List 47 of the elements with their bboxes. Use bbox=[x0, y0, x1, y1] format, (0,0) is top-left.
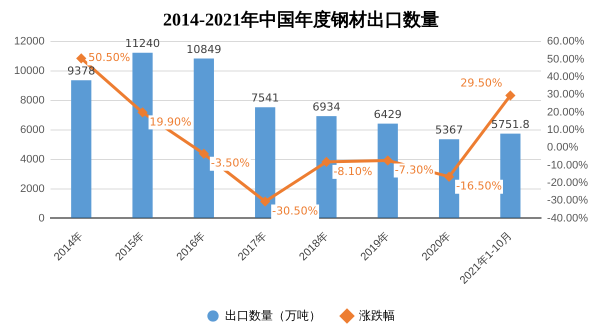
data-label: 9378 bbox=[67, 64, 96, 78]
data-label: 5751.8 bbox=[491, 118, 530, 131]
data-label: 50.50% bbox=[88, 51, 130, 64]
y2-tick-label: 30.00% bbox=[547, 88, 585, 101]
y2-tick-label: 20.00% bbox=[547, 106, 585, 118]
bar bbox=[71, 80, 92, 218]
y-tick-label: 8000 bbox=[20, 94, 45, 107]
y2-tick-label: 40.00% bbox=[547, 70, 585, 83]
point bbox=[444, 172, 454, 182]
data-label: 5367 bbox=[435, 124, 464, 137]
y2-tick-label: 0.00% bbox=[547, 142, 578, 154]
data-label: -16.50% bbox=[456, 180, 502, 193]
point bbox=[383, 156, 392, 165]
point bbox=[322, 157, 331, 166]
y-tick-label: 6000 bbox=[20, 124, 45, 136]
point bbox=[506, 90, 515, 100]
y-tick-label: 4000 bbox=[20, 153, 45, 166]
data-label: 6429 bbox=[374, 108, 402, 121]
chart-title: 2014-2021年中国年度钢材出口数量 bbox=[163, 9, 439, 30]
data-label: -8.10% bbox=[333, 164, 372, 178]
data-label: 29.50% bbox=[460, 76, 502, 90]
data-label: -7.30% bbox=[394, 163, 434, 176]
y2-tick-label: 10.00% bbox=[547, 124, 585, 136]
data-label: -3.50% bbox=[210, 156, 250, 170]
point bbox=[260, 196, 270, 206]
y2-tick-label: 60.00% bbox=[547, 36, 585, 48]
y2-tick-label: -30.00% bbox=[547, 194, 588, 207]
y2-tick-label: -10.00% bbox=[547, 159, 588, 172]
legend-label: 出口数量（万吨） bbox=[225, 308, 321, 322]
y-tick-label: 2000 bbox=[20, 182, 45, 195]
data-label: 11240 bbox=[125, 37, 160, 50]
bar bbox=[500, 134, 520, 218]
y-tick-label: 10000 bbox=[14, 65, 45, 78]
y2-tick-label: -20.00% bbox=[547, 176, 588, 189]
data-label: 10849 bbox=[186, 42, 222, 56]
y2-tick-label: 50.00% bbox=[547, 53, 585, 66]
y-tick-label: 0 bbox=[38, 212, 45, 224]
y-tick-label: 12000 bbox=[14, 36, 45, 48]
data-label: 7541 bbox=[251, 92, 280, 105]
point bbox=[199, 149, 208, 158]
data-label: -30.50% bbox=[272, 204, 318, 218]
y2-tick-label: -40.00% bbox=[547, 212, 588, 224]
data-label: 19.90% bbox=[150, 115, 192, 128]
point bbox=[138, 108, 148, 117]
legend-label: 涨跌幅 bbox=[359, 308, 395, 322]
data-label: 6934 bbox=[312, 100, 340, 114]
point bbox=[76, 54, 86, 63]
